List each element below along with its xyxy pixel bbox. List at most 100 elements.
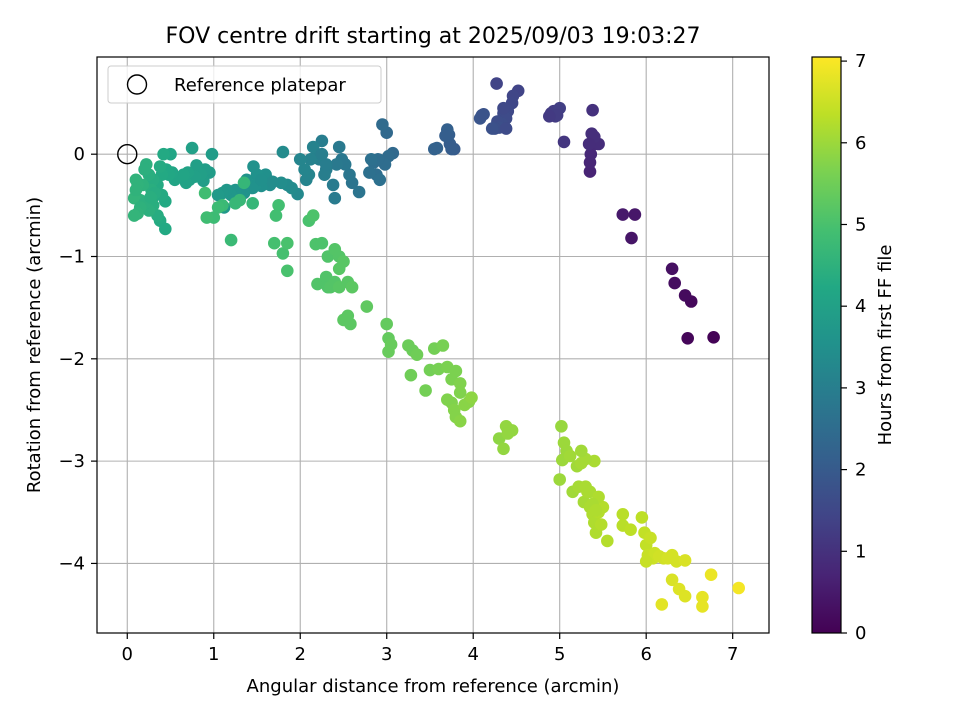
reference-platepar-marker <box>117 143 138 165</box>
colorbar-tick-label: 0 <box>855 623 866 644</box>
y-tick-label: 0 <box>74 144 85 165</box>
data-point <box>269 209 283 222</box>
data-point <box>304 153 317 166</box>
data-point <box>485 122 499 135</box>
data-point <box>344 317 357 331</box>
colorbar-tick-label: 1 <box>855 541 866 562</box>
data-point <box>477 108 490 121</box>
data-point <box>352 185 366 199</box>
data-point <box>360 300 374 313</box>
data-point <box>380 317 394 331</box>
data-point <box>345 280 359 294</box>
data-point <box>644 531 657 545</box>
data-point <box>410 348 424 362</box>
data-point <box>601 534 614 548</box>
data-point <box>453 414 467 428</box>
data-point <box>586 103 599 117</box>
colorbar-gradient <box>811 56 842 634</box>
data-point <box>704 568 718 581</box>
data-point <box>445 142 458 156</box>
y-axis-label: Rotation from reference (arcmin) <box>24 197 45 493</box>
data-point <box>678 589 692 603</box>
data-point <box>198 186 212 200</box>
legend: Reference platepar <box>107 65 382 104</box>
data-point <box>276 247 290 260</box>
x-tick-label: 5 <box>554 644 565 665</box>
data-point <box>328 191 342 205</box>
data-point <box>343 168 356 181</box>
colorbar-tick-label: 6 <box>855 133 866 154</box>
plot-area: 0 1 2 3 4 5 6 7 0 −1 −2 −3 −4 Reference platepar <box>58 56 770 665</box>
data-point <box>453 377 467 390</box>
data-point <box>364 153 378 166</box>
x-axis-label: Angular distance from reference (arcmin) <box>247 676 620 697</box>
data-point <box>138 163 151 176</box>
data-point <box>616 508 630 521</box>
data-point <box>624 523 637 536</box>
data-point <box>436 339 450 352</box>
data-point <box>665 573 679 587</box>
data-point <box>732 581 745 595</box>
data-point <box>404 368 418 382</box>
data-point <box>281 264 294 278</box>
data-point <box>159 222 172 236</box>
data-point <box>639 555 653 568</box>
data-point <box>543 110 556 123</box>
colorbar: 0 1 2 3 4 5 6 7 Hours from first FF file <box>811 51 896 644</box>
data-point <box>315 147 329 161</box>
data-point <box>584 147 598 161</box>
data-point <box>153 160 167 173</box>
x-tick-label: 0 <box>122 644 133 665</box>
data-point <box>430 141 444 155</box>
y-ticks: 0 −1 −2 −3 −4 <box>58 144 97 574</box>
y-tick-label: −1 <box>58 247 85 268</box>
data-point <box>127 209 141 222</box>
data-point <box>332 140 346 154</box>
data-point <box>582 137 596 151</box>
data-point <box>319 158 333 171</box>
data-point <box>276 145 290 159</box>
data-point <box>373 173 387 187</box>
data-point <box>439 129 452 143</box>
y-tick-label: −4 <box>58 553 85 574</box>
x-tick-label: 6 <box>640 644 651 665</box>
data-point <box>635 511 649 524</box>
data-point <box>157 147 170 161</box>
data-point <box>266 175 279 189</box>
y-tick-label: −2 <box>58 349 85 370</box>
data-point <box>315 236 329 250</box>
data-point <box>696 600 709 613</box>
legend-label: Reference platepar <box>174 75 346 96</box>
data-point <box>300 173 313 187</box>
data-point <box>376 118 389 131</box>
data-point <box>306 140 320 154</box>
data-point <box>205 147 219 161</box>
data-point <box>583 165 597 178</box>
data-point <box>272 199 285 212</box>
colorbar-label: Hours from first FF file <box>875 245 896 446</box>
data-point <box>665 262 679 276</box>
data-point <box>326 178 340 192</box>
data-point <box>332 262 346 276</box>
x-tick-label: 4 <box>467 644 478 665</box>
data-point <box>144 190 157 204</box>
data-point <box>465 391 478 405</box>
data-point <box>678 289 692 302</box>
data-point <box>453 386 467 399</box>
data-point <box>678 554 692 567</box>
x-tick-label: 7 <box>727 644 738 665</box>
x-tick-label: 3 <box>381 644 392 665</box>
data-point <box>211 188 225 202</box>
data-point <box>229 197 242 210</box>
legend-box <box>107 65 382 104</box>
data-point <box>594 518 608 531</box>
data-point <box>681 332 694 345</box>
data-point <box>268 236 281 250</box>
plot-frame <box>96 56 770 634</box>
data-point <box>490 77 503 90</box>
colorbar-tick-label: 2 <box>855 460 866 481</box>
data-point <box>129 173 143 187</box>
data-point <box>306 209 320 222</box>
data-point <box>501 427 515 440</box>
colorbar-ticks: 0 1 2 3 4 5 6 7 <box>841 51 866 644</box>
